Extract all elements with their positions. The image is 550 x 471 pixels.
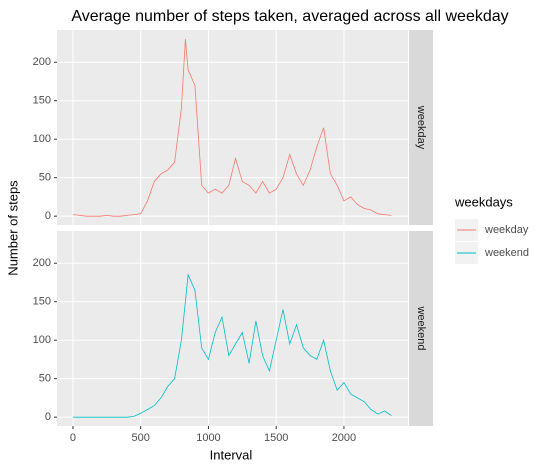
y-tick-label: 0 bbox=[45, 411, 51, 423]
x-tick-label: 500 bbox=[132, 432, 150, 444]
chart-title: Average number of steps taken, averaged … bbox=[71, 8, 508, 25]
y-tick-label: 50 bbox=[39, 373, 51, 385]
y-axis-label: Number of steps bbox=[5, 180, 20, 276]
strip bbox=[409, 30, 433, 225]
y-tick-label: 200 bbox=[33, 257, 51, 269]
strip bbox=[409, 231, 433, 426]
y-tick-label: 100 bbox=[33, 334, 51, 346]
y-tick-label: 150 bbox=[33, 95, 51, 107]
x-tick-label: 1000 bbox=[196, 432, 220, 444]
x-tick-label: 2000 bbox=[332, 432, 356, 444]
strip-label: weekday bbox=[415, 105, 427, 150]
line bbox=[73, 273, 392, 418]
legend-label: weekend bbox=[484, 247, 529, 259]
y-tick-label: 0 bbox=[45, 210, 51, 222]
x-tick-label: 0 bbox=[70, 432, 76, 444]
x-axis-label: Interval bbox=[210, 447, 253, 462]
legend-title: weekdays bbox=[454, 194, 513, 209]
panel-background bbox=[57, 30, 408, 225]
y-tick-label: 100 bbox=[33, 133, 51, 145]
y-tick-label: 150 bbox=[33, 296, 51, 308]
legend-label: weekday bbox=[484, 224, 529, 236]
y-tick-label: 200 bbox=[33, 56, 51, 68]
x-tick-label: 1500 bbox=[264, 432, 288, 444]
strip-label: weekend bbox=[415, 305, 427, 350]
line bbox=[72, 39, 392, 217]
y-tick-label: 50 bbox=[39, 172, 51, 184]
